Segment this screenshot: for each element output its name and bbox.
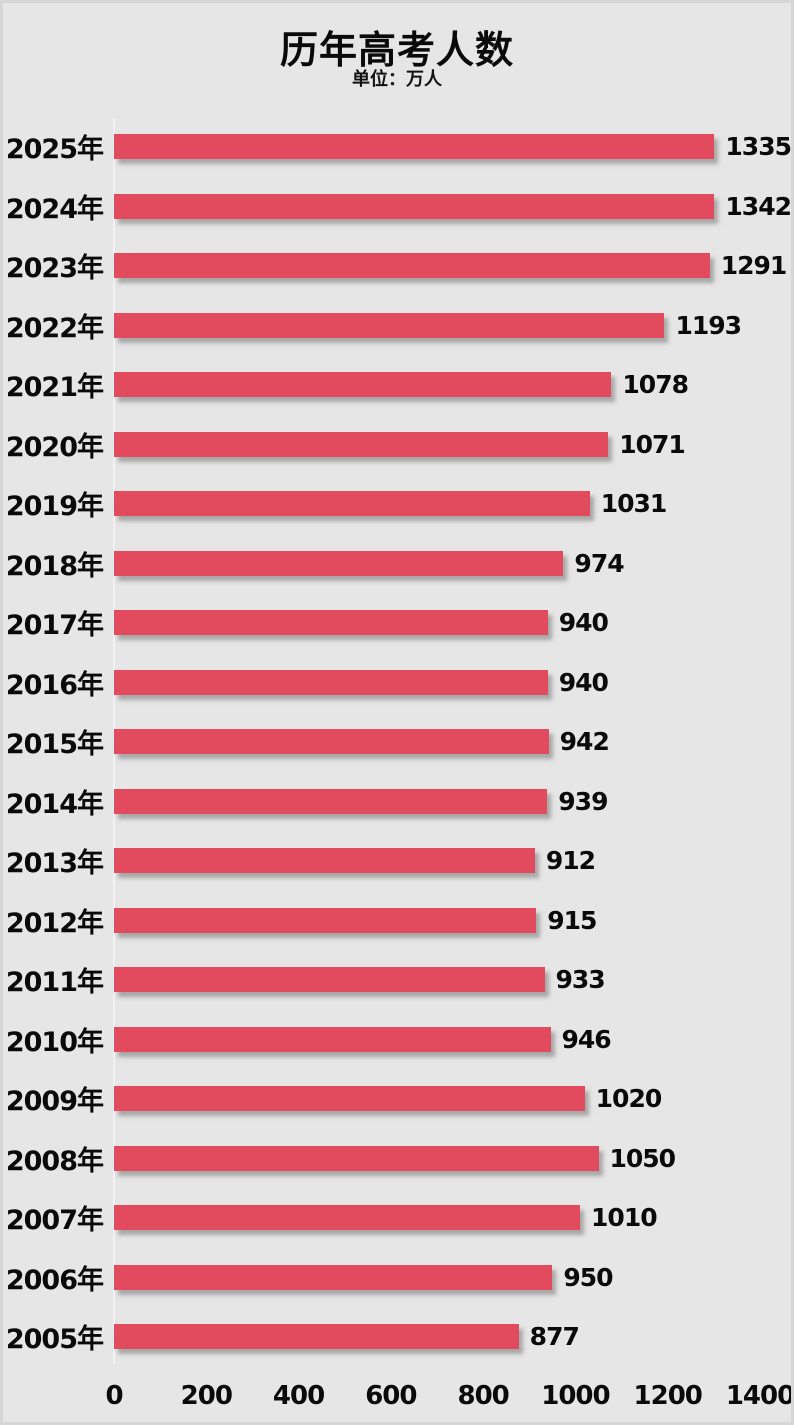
x-axis: 0 200 400 600 800 1000 1200 1400 bbox=[3, 1381, 791, 1413]
year-label: 2014年 bbox=[5, 788, 104, 820]
bar bbox=[114, 729, 549, 755]
bar-row: 2011年 933 bbox=[3, 950, 791, 1010]
bar-row: 2006年 950 bbox=[3, 1248, 791, 1308]
year-label: 2009年 bbox=[5, 1086, 104, 1118]
value-label: 933 bbox=[555, 965, 606, 995]
bar-row: 2014年 939 bbox=[3, 772, 791, 832]
bar-row: 2016年 940 bbox=[3, 653, 791, 713]
bar bbox=[114, 788, 548, 814]
value-label: 950 bbox=[563, 1262, 613, 1292]
x-axis-tick-label: 1000 bbox=[541, 1381, 610, 1411]
value-label: 1335 bbox=[725, 132, 791, 162]
bar-row: 2012年 915 bbox=[3, 891, 791, 951]
bar-row: 2017年 940 bbox=[3, 593, 791, 653]
value-label: 1193 bbox=[675, 310, 742, 340]
year-label: 2025年 bbox=[5, 134, 104, 166]
x-axis-tick-label: 800 bbox=[457, 1381, 510, 1411]
year-label: 2016年 bbox=[5, 669, 104, 701]
year-label: 2020年 bbox=[5, 431, 104, 463]
x-axis-tick-label: 600 bbox=[365, 1381, 417, 1411]
bar-row: 2007年 1010 bbox=[3, 1188, 791, 1248]
bar bbox=[114, 312, 665, 338]
bar bbox=[114, 610, 548, 636]
year-label: 2023年 bbox=[5, 253, 104, 285]
bar-row: 2008年 1050 bbox=[3, 1129, 791, 1189]
value-label: 1071 bbox=[619, 429, 686, 459]
x-axis-tick-label: 1400 bbox=[725, 1381, 794, 1411]
year-label: 2021年 bbox=[5, 372, 104, 404]
bar-row: 2020年 1071 bbox=[3, 415, 791, 475]
bar bbox=[114, 907, 537, 933]
year-label: 2015年 bbox=[5, 729, 104, 761]
value-label: 912 bbox=[545, 846, 596, 876]
value-label: 940 bbox=[558, 608, 609, 638]
year-label: 2011年 bbox=[5, 967, 104, 999]
bar bbox=[114, 1086, 585, 1112]
value-label: 915 bbox=[547, 905, 597, 935]
value-label: 1010 bbox=[591, 1203, 658, 1233]
chart-subtitle: 单位：万人 bbox=[352, 69, 442, 90]
bar-row: 2019年 1031 bbox=[3, 474, 791, 534]
bar bbox=[114, 193, 715, 219]
bar bbox=[114, 967, 545, 993]
bar bbox=[114, 431, 609, 457]
bar-row: 2010年 946 bbox=[3, 1010, 791, 1070]
chart-title: 历年高考人数 bbox=[279, 28, 514, 72]
bar bbox=[114, 372, 612, 398]
bar-row: 2018年 974 bbox=[3, 534, 791, 594]
value-label: 940 bbox=[558, 667, 609, 697]
year-label: 2008年 bbox=[5, 1145, 104, 1177]
bar bbox=[114, 253, 710, 279]
bar-row: 2025年 1335 bbox=[3, 117, 791, 177]
bar-row: 2009年 1020 bbox=[3, 1069, 791, 1129]
value-label: 877 bbox=[529, 1322, 580, 1352]
value-label: 942 bbox=[559, 727, 610, 757]
year-label: 2006年 bbox=[5, 1264, 104, 1296]
plot-area: 2025年 1335 2024年 1342 2023年 1291 2022年 1193 2021… bbox=[3, 3, 791, 1422]
year-label: 2012年 bbox=[5, 907, 104, 939]
year-label: 2024年 bbox=[5, 193, 104, 225]
value-label: 1342 bbox=[725, 191, 791, 221]
value-label: 1050 bbox=[609, 1143, 677, 1173]
bar bbox=[114, 550, 564, 576]
year-label: 2005年 bbox=[5, 1324, 104, 1356]
bar bbox=[114, 1264, 553, 1290]
year-label: 2017年 bbox=[5, 610, 104, 642]
value-label: 946 bbox=[561, 1024, 612, 1054]
value-label: 1078 bbox=[622, 370, 689, 400]
x-axis-tick-label: 200 bbox=[180, 1381, 233, 1411]
year-label: 2007年 bbox=[5, 1205, 104, 1237]
bar-row: 2024年 1342 bbox=[3, 177, 791, 237]
value-label: 1291 bbox=[720, 251, 788, 281]
value-label: 1020 bbox=[595, 1084, 663, 1114]
year-label: 2010年 bbox=[5, 1026, 104, 1058]
year-label: 2018年 bbox=[5, 550, 104, 582]
x-axis-tick-label: 400 bbox=[272, 1381, 325, 1411]
bar bbox=[114, 1026, 551, 1052]
bar bbox=[114, 491, 590, 517]
year-label: 2022年 bbox=[5, 312, 104, 344]
bar bbox=[114, 1324, 519, 1350]
value-label: 939 bbox=[558, 786, 608, 816]
bar-rows: 2025年 1335 2024年 1342 2023年 1291 2022年 1193 2021… bbox=[3, 117, 791, 1367]
value-label: 1031 bbox=[600, 489, 668, 519]
bar-row: 2005年 877 bbox=[3, 1307, 791, 1367]
year-label: 2013年 bbox=[5, 848, 104, 880]
bar-row: 2013年 912 bbox=[3, 831, 791, 891]
bar bbox=[114, 1205, 581, 1231]
bar-row: 2023年 1291 bbox=[3, 236, 791, 296]
x-axis-tick-label: 0 bbox=[105, 1381, 123, 1411]
bar bbox=[114, 134, 715, 160]
bar-row: 2022年 1193 bbox=[3, 296, 791, 356]
bar-row: 2021年 1078 bbox=[3, 355, 791, 415]
bar bbox=[114, 848, 535, 874]
value-label: 974 bbox=[574, 548, 624, 578]
year-label: 2019年 bbox=[5, 491, 104, 523]
x-axis-tick-label: 1200 bbox=[633, 1381, 703, 1411]
bar bbox=[114, 1145, 599, 1171]
bar bbox=[114, 669, 548, 695]
bar-row: 2015年 942 bbox=[3, 712, 791, 772]
